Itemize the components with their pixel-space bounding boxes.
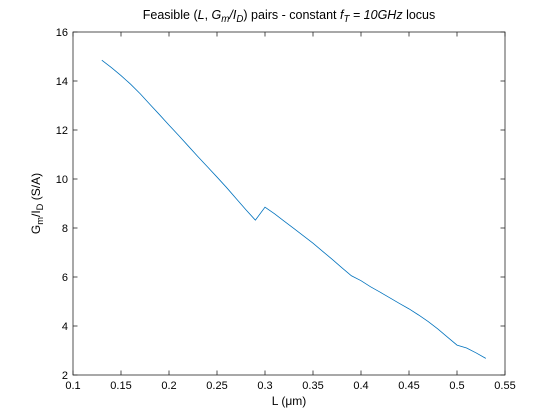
series-layer <box>101 59 486 359</box>
y-axis-label-part: /I <box>29 210 43 217</box>
chart-title-part: D <box>236 14 243 25</box>
x-tick-label: 0.5 <box>449 380 464 392</box>
x-tick-label: 0.1 <box>65 380 80 392</box>
x-tick-label: 0.2 <box>161 380 176 392</box>
series-line <box>101 59 486 359</box>
x-tick-label: 0.4 <box>353 380 368 392</box>
y-axis-label-part: D <box>35 203 45 210</box>
y-axis-label-part: G <box>29 225 43 234</box>
chart-title-part: , <box>205 8 212 22</box>
x-axis-label-part: m) <box>292 394 306 408</box>
x-axis-label-part: L ( <box>272 394 286 408</box>
chart-title-part: = 10GHz <box>349 8 403 22</box>
y-tick-label: 12 <box>56 125 68 137</box>
y-tick-label: 16 <box>56 27 68 39</box>
y-axis-label: Gm/ID (S/A) <box>29 173 45 234</box>
chart-title-part: Feasible ( <box>143 8 199 22</box>
chart-title-part: m <box>221 14 229 25</box>
y-tick-label: 6 <box>62 272 68 284</box>
y-tick-label: 14 <box>56 76 68 88</box>
y-tick-label: 10 <box>56 174 68 186</box>
y-axis-label-part: m <box>35 217 45 225</box>
y-tick-label: 4 <box>62 321 68 333</box>
chart-title-part: T <box>343 14 350 25</box>
x-axis-ticks: 0.1 0.15 0.2 0.25 0.3 0.35 0.4 0.45 0.5 0.55 <box>65 32 516 392</box>
x-tick-label: 0.25 <box>206 380 227 392</box>
y-axis-label-part: (S/A) <box>29 173 43 204</box>
x-tick-label: 0.55 <box>494 380 515 392</box>
y-axis-ticks: 2 4 6 8 10 12 14 16 <box>56 27 505 382</box>
plot-frame <box>72 31 506 376</box>
x-tick-label: 0.15 <box>110 380 131 392</box>
chart-title-part: L <box>198 8 205 22</box>
y-tick-label: 2 <box>62 370 68 382</box>
x-axis-label-part: μ <box>285 394 292 408</box>
chart-title-part: I <box>233 8 237 22</box>
x-axis-label: L (μm) <box>272 394 306 408</box>
chart-title-part: / <box>228 8 234 22</box>
chart-title-part: f <box>340 8 345 22</box>
x-tick-label: 0.3 <box>257 380 272 392</box>
chart-title-part: G <box>212 8 222 22</box>
y-tick-label: 8 <box>62 223 68 235</box>
chart-title-part: locus <box>403 8 436 22</box>
plot-box <box>72 31 506 376</box>
x-tick-label: 0.45 <box>398 380 419 392</box>
x-tick-label: 0.35 <box>302 380 323 392</box>
chart-title: Feasible (L, Gm/ID) pairs - constant fT … <box>143 8 436 25</box>
chart-title-part: ) pairs - constant <box>243 8 340 22</box>
